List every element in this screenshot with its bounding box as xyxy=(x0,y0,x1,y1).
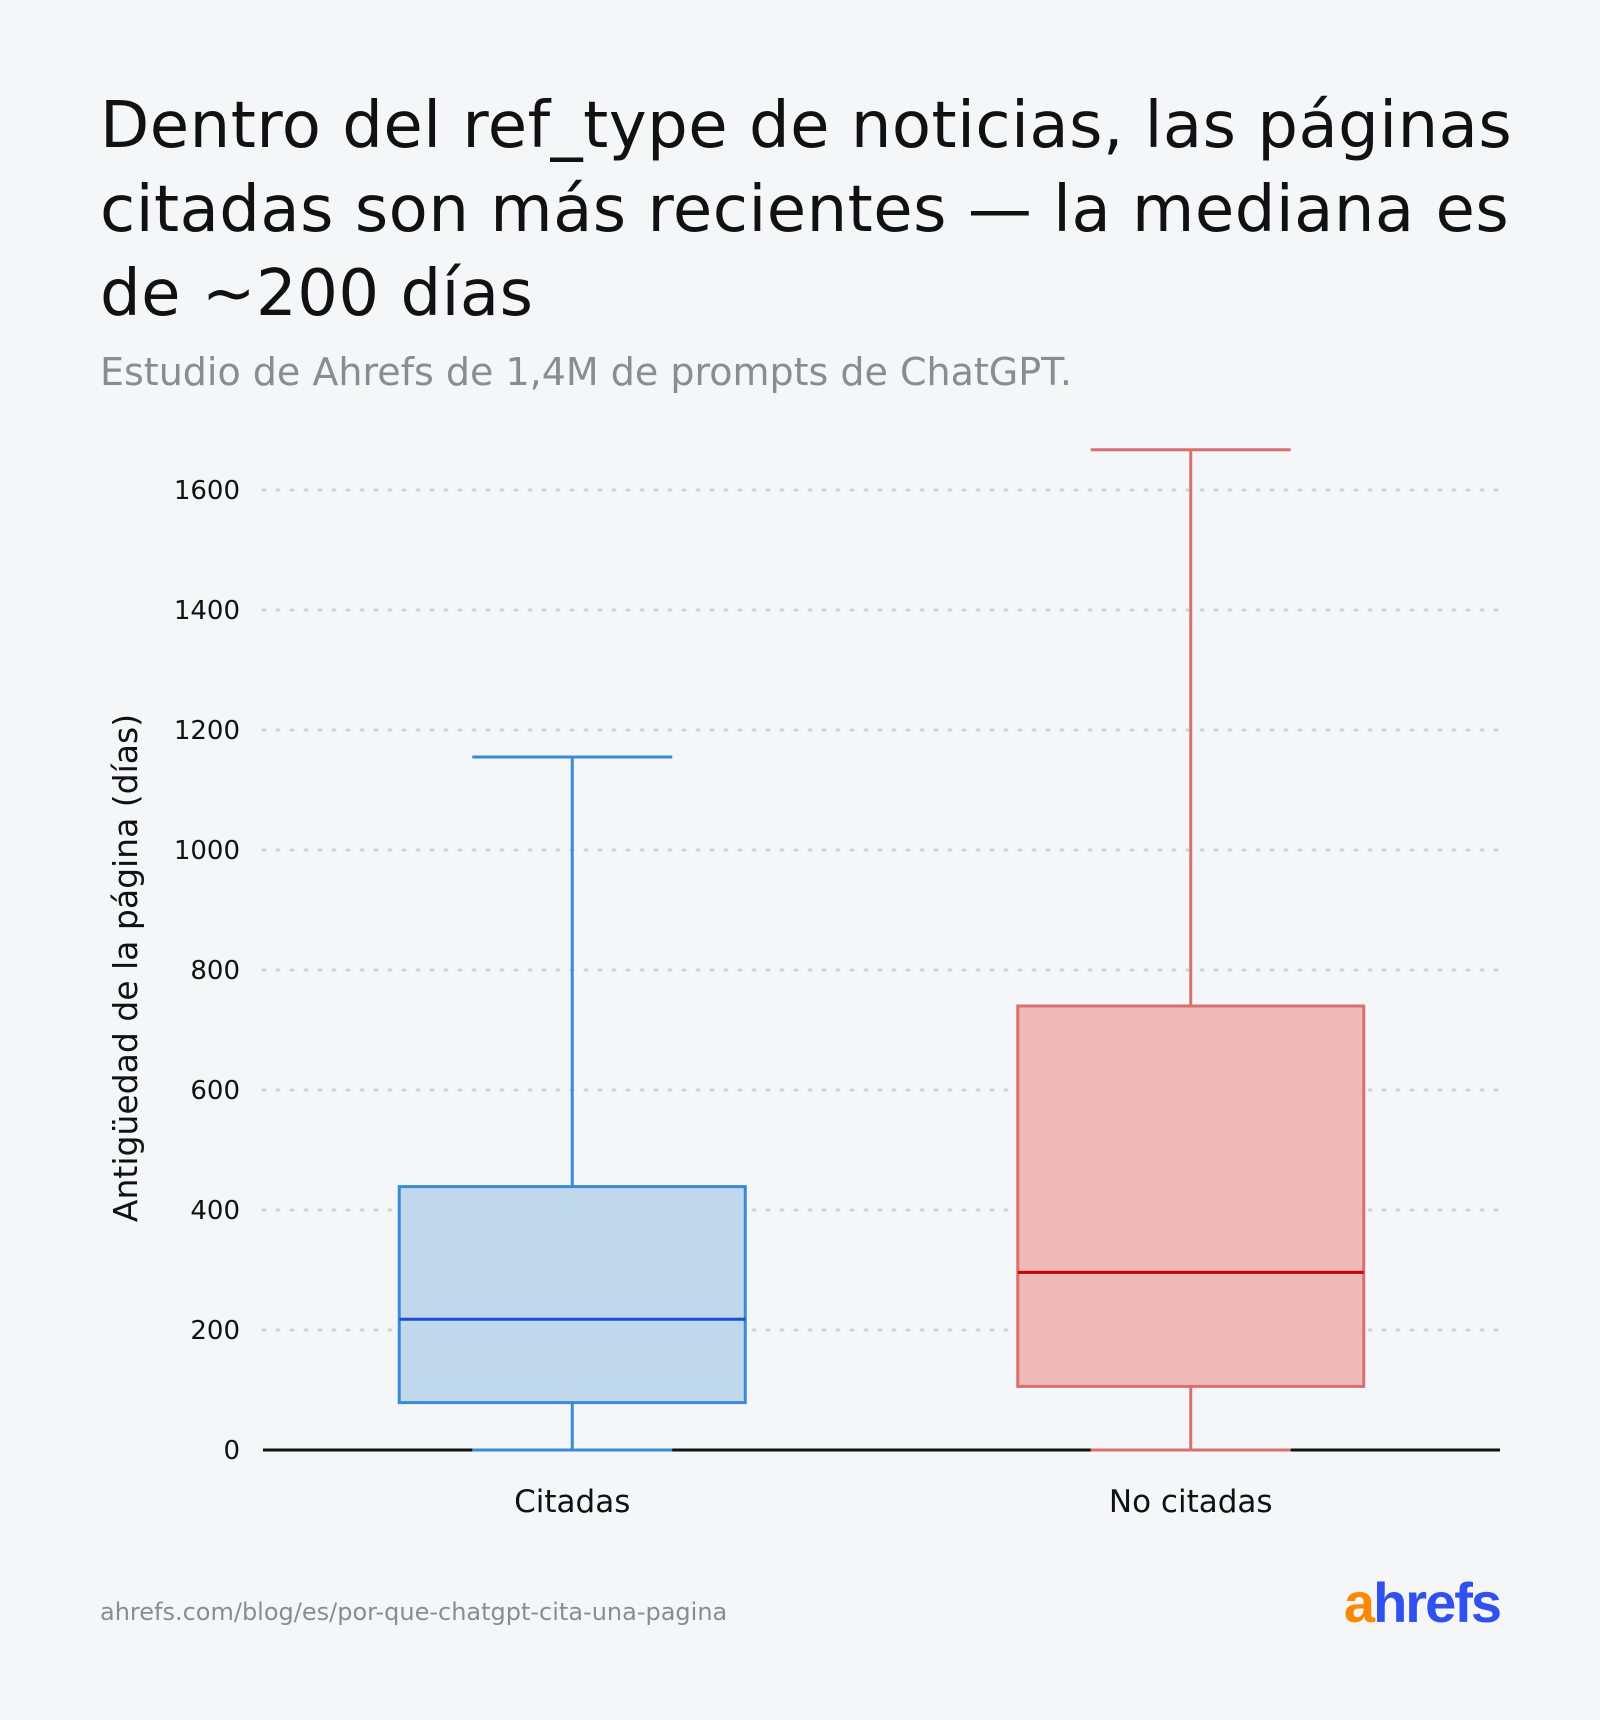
y-tick-label: 800 xyxy=(190,956,240,986)
x-tick-labels: Citadas No citadas xyxy=(514,1484,1272,1520)
y-axis-label: Antigüedad de la página (días) xyxy=(106,714,145,1222)
y-tick-labels: 0 200 400 600 800 1000 1200 1400 1600 xyxy=(174,476,240,1466)
box-citadas xyxy=(397,755,747,1450)
source-url: ahrefs.com/blog/es/por-que-chatgpt-cita-… xyxy=(100,1598,728,1626)
y-tick-label: 400 xyxy=(190,1196,240,1226)
x-tick-label: Citadas xyxy=(514,1484,630,1520)
y-tick-label: 600 xyxy=(190,1076,240,1106)
y-tick-label: 1400 xyxy=(174,596,240,626)
iqr-box xyxy=(397,1185,747,1405)
iqr-box xyxy=(1016,1004,1366,1388)
chart-title: Dentro del ref_type de noticias, las pág… xyxy=(100,89,1513,331)
boxes xyxy=(397,448,1366,1450)
y-tick-label: 1200 xyxy=(174,716,240,746)
x-tick-label: No citadas xyxy=(1109,1484,1273,1520)
ahrefs-logo: ahrefs xyxy=(1343,1571,1502,1634)
y-tick-label: 1600 xyxy=(174,476,240,506)
y-tick-label: 200 xyxy=(190,1316,240,1346)
y-tick-label: 1000 xyxy=(174,836,240,866)
gridlines xyxy=(261,488,1502,1332)
y-tick-label: 0 xyxy=(223,1436,240,1466)
box-no-citadas xyxy=(1016,448,1366,1450)
chart-subtitle: Estudio de Ahrefs de 1,4M de prompts de … xyxy=(100,350,1072,394)
